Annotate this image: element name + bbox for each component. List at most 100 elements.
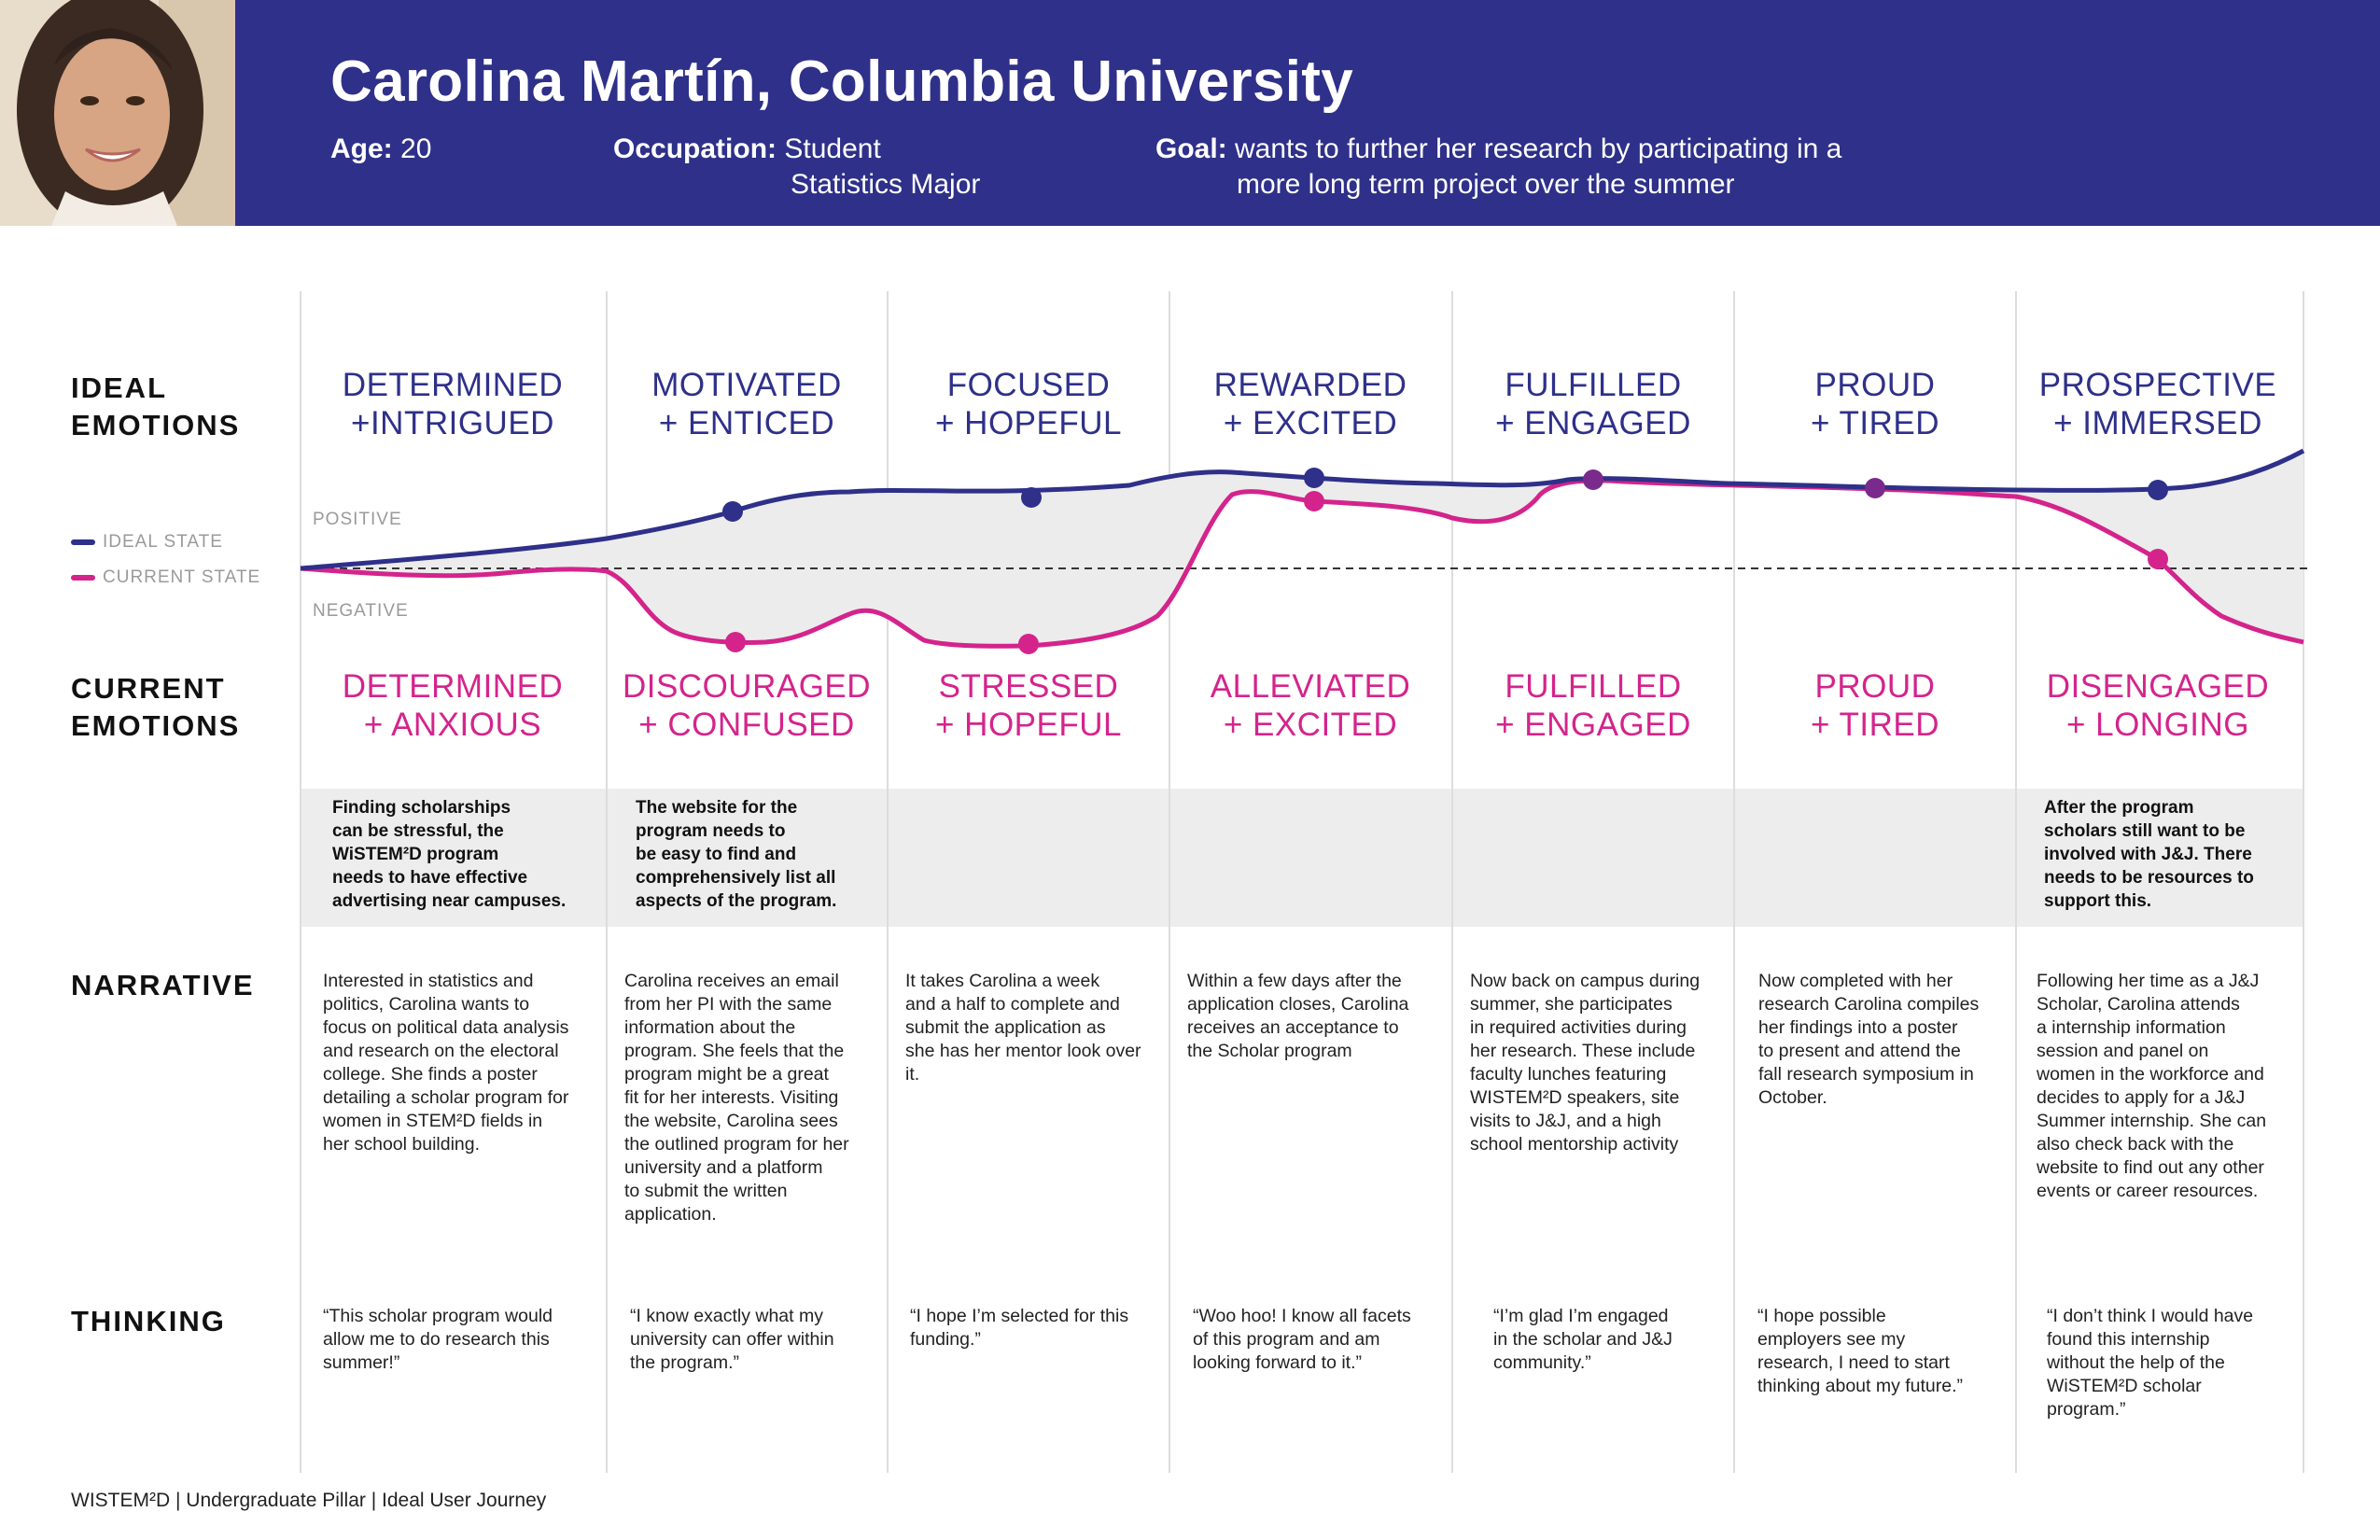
thinking-line: “I know exactly what my [630, 1306, 823, 1326]
thinking-quote: “I know exactly what my university can of… [630, 1305, 891, 1375]
ideal-emotion: PROUD + TIRED [1735, 366, 2015, 442]
current-emotion-line: + ANXIOUS [363, 707, 542, 743]
narrative-line: and a half to complete and [905, 994, 1120, 1015]
current-emotion-line: + LONGING [2065, 707, 2250, 743]
narrative-text: Now completed with her research Carolina … [1758, 970, 2038, 1110]
ideal-emotion: PROSPECTIVE + IMMERSED [2018, 366, 2298, 442]
current-emotion-line: PROUD [1814, 668, 1936, 705]
thinking-line: “Woo hoo! I know all facets [1193, 1306, 1411, 1326]
narrative-line: the outlined program for her [624, 1134, 849, 1155]
portrait-image [0, 0, 235, 226]
occupation-line1: Student [784, 133, 881, 164]
insight-line: comprehensively list all [636, 868, 836, 888]
thinking-line: summer!” [323, 1352, 400, 1373]
current-emotion: STRESSED + HOPEFUL [889, 667, 1169, 744]
ideal-emotion-line: + HOPEFUL [935, 405, 1122, 441]
thinking-line: university can offer within [630, 1329, 834, 1350]
ideal-emotion-line: MOTIVATED [651, 367, 842, 403]
current-emotion-line: DETERMINED [342, 668, 564, 705]
narrative-line: politics, Carolina wants to [323, 994, 530, 1015]
ideal-emotions-label: IDEAL EMOTIONS [71, 370, 240, 444]
current-emotion: ALLEVIATED + EXCITED [1170, 667, 1450, 744]
ideal-emotion: REWARDED + EXCITED [1170, 366, 1450, 442]
insight-line: After the program [2044, 798, 2194, 818]
current-emotions-label: CURRENT EMOTIONS [71, 670, 240, 745]
current-emotions-label-line1: CURRENT [71, 672, 226, 705]
current-marker [2148, 549, 2168, 569]
ideal-emotion-line: + ENTICED [658, 405, 835, 441]
legend-current-swatch [71, 575, 95, 581]
ideal-emotion: DETERMINED +INTRIGUED [313, 366, 593, 442]
narrative-line: visits to J&J, and a high [1470, 1111, 1661, 1131]
thinking-line: allow me to do research this [323, 1329, 550, 1350]
thinking-line: program.” [2047, 1399, 2126, 1420]
narrative-line: the Scholar program [1187, 1041, 1352, 1061]
current-emotion-line: DISCOURAGED [622, 668, 872, 705]
narrative-line: focus on political data analysis [323, 1017, 569, 1038]
narrative-line: summer, she participates [1470, 994, 1673, 1015]
thinking-line: in the scholar and J&J [1493, 1329, 1673, 1350]
thinking-quote: “I’m glad I’m engaged in the scholar and … [1493, 1305, 1755, 1375]
current-emotion-line: FULFILLED [1505, 668, 1682, 705]
narrative-line: the website, Carolina sees [624, 1111, 838, 1131]
current-emotion-line: + EXCITED [1223, 707, 1398, 743]
ideal-emotion-line: DETERMINED [342, 367, 564, 403]
ideal-emotion-line: + ENGAGED [1495, 405, 1691, 441]
current-emotion-line: ALLEVIATED [1210, 668, 1411, 705]
thinking-line: “This scholar program would [323, 1306, 553, 1326]
insight-line: can be stressful, the [332, 821, 504, 841]
current-marker [725, 632, 746, 652]
narrative-line: decides to apply for a J&J [2037, 1087, 2246, 1108]
thinking-line: research, I need to start [1757, 1352, 1950, 1373]
narrative-line: events or career resources. [2037, 1181, 2259, 1201]
narrative-text: It takes Carolina a week and a half to co… [905, 970, 1185, 1086]
overlap-marker [1865, 478, 1885, 498]
narrative-line: and research on the electoral [323, 1041, 559, 1061]
thinking-label: THINKING [71, 1305, 226, 1337]
insight-line: scholars still want to be [2044, 821, 2246, 841]
legend-ideal-label: IDEAL STATE [103, 532, 223, 552]
thinking-line: community.” [1493, 1352, 1591, 1373]
ideal-marker [1304, 468, 1324, 488]
narrative-line: application. [624, 1204, 717, 1225]
narrative-label: NARRATIVE [71, 969, 255, 1001]
narrative-line: fall research symposium in [1758, 1064, 1974, 1085]
insight-line: be easy to find and [636, 845, 797, 864]
narrative-line: receives an acceptance to [1187, 1017, 1399, 1038]
occupation-label: Occupation: [613, 133, 777, 164]
narrative-line: Scholar, Carolina attends [2037, 994, 2240, 1015]
insight-note: Finding scholarships can be stressful, th… [332, 796, 584, 913]
ideal-emotions-label-line2: EMOTIONS [71, 409, 241, 441]
narrative-line: submit the application as [905, 1017, 1106, 1038]
narrative-line: program might be a great [624, 1064, 829, 1085]
thinking-line: found this internship [2047, 1329, 2210, 1350]
narrative-line: college. She finds a poster [323, 1064, 538, 1085]
narrative-line: information about the [624, 1017, 796, 1038]
ideal-emotion-line: +INTRIGUED [351, 405, 554, 441]
legend-current-label: CURRENT STATE [103, 567, 261, 587]
age-field: Age: 20 [330, 132, 431, 167]
narrative-line: detailing a scholar program for [323, 1087, 569, 1108]
ideal-marker [1021, 487, 1042, 508]
ideal-emotion-line: FOCUSED [946, 367, 1111, 403]
current-emotion-line: DISENGAGED [2046, 668, 2270, 705]
narrative-line: Now completed with her [1758, 971, 1953, 991]
narrative-line: her research. These include [1470, 1041, 1696, 1061]
insight-line: program needs to [636, 821, 786, 841]
emotion-gap-area [301, 451, 2303, 647]
positive-axis-label: POSITIVE [313, 510, 402, 529]
occupation-line2: Statistics Major [791, 169, 981, 200]
current-emotion: DISENGAGED + LONGING [2018, 667, 2298, 744]
narrative-line: It takes Carolina a week [905, 971, 1100, 991]
narrative-text: Following her time as a J&J Scholar, Caro… [2037, 970, 2317, 1203]
current-emotion: DISCOURAGED + CONFUSED [607, 667, 887, 744]
thinking-quote: “I hope possible employers see my research… [1757, 1305, 2019, 1398]
narrative-line: Following her time as a J&J [2037, 971, 2260, 991]
insight-line: Finding scholarships [332, 798, 511, 818]
ideal-emotion: FOCUSED + HOPEFUL [889, 366, 1169, 442]
narrative-text: Now back on campus during summer, she par… [1470, 970, 1750, 1156]
narrative-line: her school building. [323, 1134, 481, 1155]
thinking-quote: “This scholar program would allow me to d… [323, 1305, 584, 1375]
goal-line2: more long term project over the summer [1237, 169, 1735, 200]
current-emotion: FULFILLED + ENGAGED [1453, 667, 1733, 744]
